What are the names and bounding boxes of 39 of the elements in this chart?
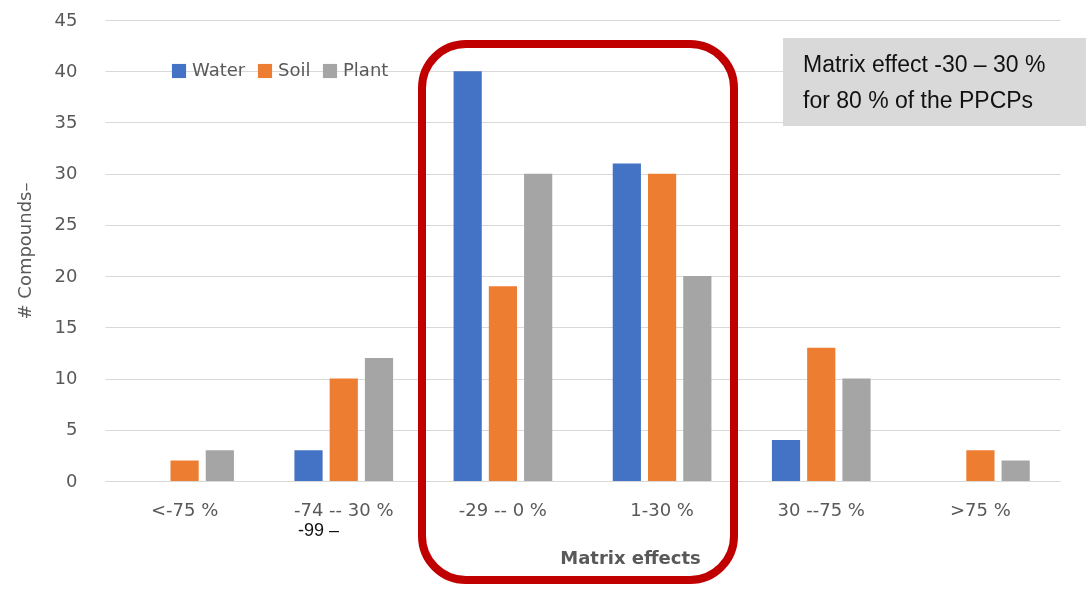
y-tick-label: 20 — [54, 264, 78, 286]
bar — [170, 460, 199, 481]
bar — [612, 163, 641, 481]
legend-label: Soil — [278, 59, 311, 80]
x-tick-label: -29 -- 0 % — [458, 498, 547, 520]
bar — [647, 173, 677, 481]
bar — [294, 450, 323, 481]
bar — [488, 286, 518, 481]
bar — [364, 358, 394, 481]
y-tick-label: 5 — [66, 418, 78, 440]
bar — [453, 71, 482, 481]
x-axis-title: Matrix effects — [560, 546, 701, 568]
bar — [329, 378, 358, 481]
y-tick-label: 25 — [54, 213, 78, 235]
bar — [842, 378, 871, 481]
x-tick-label: 30 --75 % — [777, 498, 865, 520]
bar — [524, 173, 553, 481]
y-tick-label: 10 — [54, 367, 78, 389]
bar — [683, 276, 712, 481]
y-tick-label: 40 — [54, 59, 78, 81]
legend-label: Water — [192, 59, 246, 80]
y-tick-label: 15 — [54, 315, 78, 337]
y-tick-label: 0 — [66, 469, 78, 491]
bar — [771, 440, 801, 481]
y-tick-label: 45 — [54, 8, 78, 30]
y-axis-title: # Compounds– — [13, 182, 35, 320]
annotation: Matrix effect -30 – 30 % for 80 % of the PPCPs — [783, 38, 1086, 126]
x-tick-label: >75 % — [950, 498, 1011, 520]
bar — [1001, 460, 1030, 481]
text: -99 – — [298, 520, 340, 541]
x-tick-label: 1-30 % — [630, 498, 694, 520]
legend-label: Plant — [343, 59, 389, 80]
x-tick-label: -74 -- 30 % — [293, 498, 394, 520]
y-tick-label: 30 — [54, 162, 78, 184]
y-tick-label: 35 — [54, 110, 78, 132]
bar — [807, 347, 836, 481]
bar — [205, 450, 234, 481]
bar — [966, 450, 995, 481]
x-tick-label: <-75 % — [150, 498, 219, 520]
